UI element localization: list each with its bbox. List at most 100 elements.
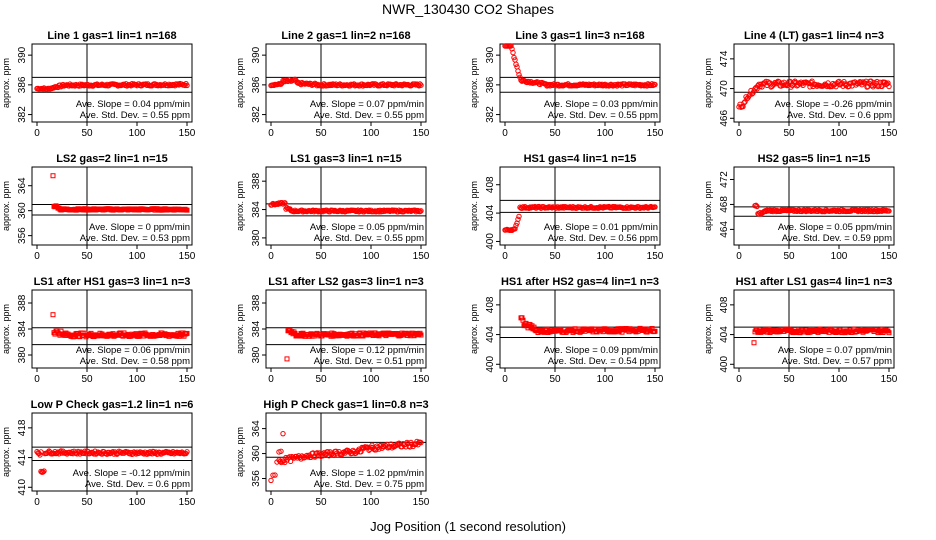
x-tick-label: 150	[413, 374, 430, 385]
y-tick-label: 410	[17, 479, 28, 496]
y-axis-label: approx. ppm	[1, 58, 11, 108]
panel: LS1 after HS1 gas=3 lin=1 n=3 approx. ppm…	[1, 276, 196, 385]
panel: HS1 after LS1 gas=4 lin=1 n=3 approx. ppm…	[703, 276, 898, 385]
x-tick-label: 150	[179, 374, 196, 385]
slope-annotation: Ave. Slope = 0.12 ppm/min	[310, 345, 424, 356]
std-dev-annotation: Ave. Std. Dev. = 0.55 ppm	[80, 110, 190, 121]
panel: Line 3 gas=1 lin=3 n=168 approx. ppm 0 50 10…	[469, 30, 664, 139]
x-tick-label: 150	[179, 128, 196, 139]
data-point	[50, 312, 56, 318]
panel-grid: Line 1 gas=1 lin=1 n=168 approx. ppm 0 50 10…	[1, 30, 898, 508]
data-point	[417, 208, 423, 215]
panel-title: HS1 after LS1 gas=4 lin=1 n=3	[736, 276, 893, 288]
data-point	[821, 82, 827, 89]
y-axis-label: approx. ppm	[235, 181, 245, 231]
x-tick-label: 150	[179, 497, 196, 508]
panel: HS1 after HS2 gas=4 lin=1 n=3 approx. ppm…	[469, 276, 664, 385]
data-point	[874, 78, 880, 85]
y-tick-label: 388	[17, 294, 28, 311]
y-tick-label: 380	[17, 346, 28, 363]
plot-frame	[499, 166, 661, 246]
data-point	[759, 84, 765, 90]
data-point	[418, 332, 424, 338]
y-tick-label: 360	[17, 202, 28, 219]
x-tick-label: 0	[34, 128, 40, 139]
x-tick-label: 100	[129, 497, 146, 508]
data-point	[516, 71, 522, 78]
y-axis-label: approx. ppm	[1, 427, 11, 477]
slope-annotation: Ave. Slope = 0.05 ppm/min	[778, 222, 892, 233]
y-tick-label: 390	[251, 46, 262, 63]
panel: HS2 gas=5 lin=1 n=15 approx. ppm 0 50 100 150…	[703, 153, 898, 262]
x-tick-label: 50	[783, 374, 795, 385]
std-dev-annotation: Ave. Std. Dev. = 0.59 ppm	[782, 233, 892, 244]
x-tick-label: 50	[315, 374, 327, 385]
panel: Low P Check gas=1.2 lin=1 n=6 approx. ppm…	[1, 399, 196, 508]
panel: Line 2 gas=1 lin=2 n=168 approx. ppm 0 50 10…	[235, 30, 430, 139]
y-tick-label: 404	[485, 326, 496, 343]
data-point	[886, 83, 892, 90]
y-tick-label: 388	[251, 294, 262, 311]
plot-frame	[265, 43, 427, 123]
panel-title: Line 1 gas=1 lin=1 n=168	[47, 30, 176, 42]
y-tick-label: 384	[251, 201, 262, 218]
x-tick-label: 150	[881, 128, 898, 139]
y-tick-label: 414	[17, 449, 28, 466]
y-tick-label: 408	[485, 296, 496, 313]
figure-title: NWR_130430 CO2 Shapes	[382, 1, 554, 17]
y-tick-label: 464	[719, 221, 730, 238]
data-point	[184, 449, 190, 455]
y-axis-label: approx. ppm	[469, 304, 479, 354]
panel-title: Low P Check gas=1.2 lin=1 n=6	[31, 399, 194, 411]
x-tick-label: 50	[315, 251, 327, 262]
panel-title: HS1 gas=4 lin=1 n=15	[524, 153, 637, 165]
y-tick-label: 418	[17, 419, 28, 436]
x-tick-label: 100	[363, 374, 380, 385]
plot-frame	[31, 43, 193, 123]
x-tick-label: 0	[736, 251, 742, 262]
x-tick-label: 150	[179, 251, 196, 262]
x-tick-label: 100	[597, 128, 614, 139]
data-point	[184, 330, 190, 336]
std-dev-annotation: Ave. Std. Dev. = 0.75 ppm	[314, 479, 424, 490]
x-tick-label: 0	[502, 128, 508, 139]
x-tick-label: 100	[597, 374, 614, 385]
y-tick-label: 472	[719, 171, 730, 188]
x-tick-label: 50	[783, 251, 795, 262]
x-tick-label: 50	[81, 128, 93, 139]
data-point	[513, 61, 519, 68]
panel-title: LS1 gas=3 lin=1 n=15	[290, 153, 402, 165]
slope-annotation: Ave. Slope = 0.03 ppm/min	[544, 99, 658, 110]
x-tick-label: 150	[647, 251, 664, 262]
data-point	[508, 43, 514, 49]
panel-title: LS1 after HS1 gas=3 lin=1 n=3	[34, 276, 191, 288]
y-tick-label: 356	[251, 470, 262, 487]
x-tick-label: 0	[34, 497, 40, 508]
data-point	[752, 85, 758, 92]
plot-frame	[265, 166, 427, 246]
x-tick-label: 150	[881, 374, 898, 385]
y-tick-label: 400	[485, 233, 496, 250]
data-point	[418, 82, 424, 88]
plot-frame	[265, 412, 427, 492]
data-point	[82, 448, 88, 454]
y-tick-label: 468	[719, 196, 730, 213]
panel-title: HS2 gas=5 lin=1 n=15	[758, 153, 871, 165]
panel-title: LS1 after LS2 gas=3 lin=1 n=3	[268, 276, 424, 288]
data-point	[510, 49, 516, 56]
x-tick-label: 50	[81, 251, 93, 262]
y-tick-label: 380	[251, 346, 262, 363]
y-tick-label: 388	[251, 172, 262, 189]
panel-title: HS1 after HS2 gas=4 lin=1 n=3	[501, 276, 659, 288]
y-axis-label: approx. ppm	[235, 304, 245, 354]
x-tick-label: 150	[413, 497, 430, 508]
y-axis-label: approx. ppm	[469, 58, 479, 108]
panel-title: LS2 gas=2 lin=1 n=15	[56, 153, 168, 165]
x-tick-label: 100	[363, 497, 380, 508]
plot-frame	[733, 289, 895, 369]
y-tick-label: 474	[719, 50, 730, 67]
y-tick-label: 356	[17, 227, 28, 244]
slope-annotation: Ave. Slope = 0 ppm/min	[89, 222, 190, 233]
